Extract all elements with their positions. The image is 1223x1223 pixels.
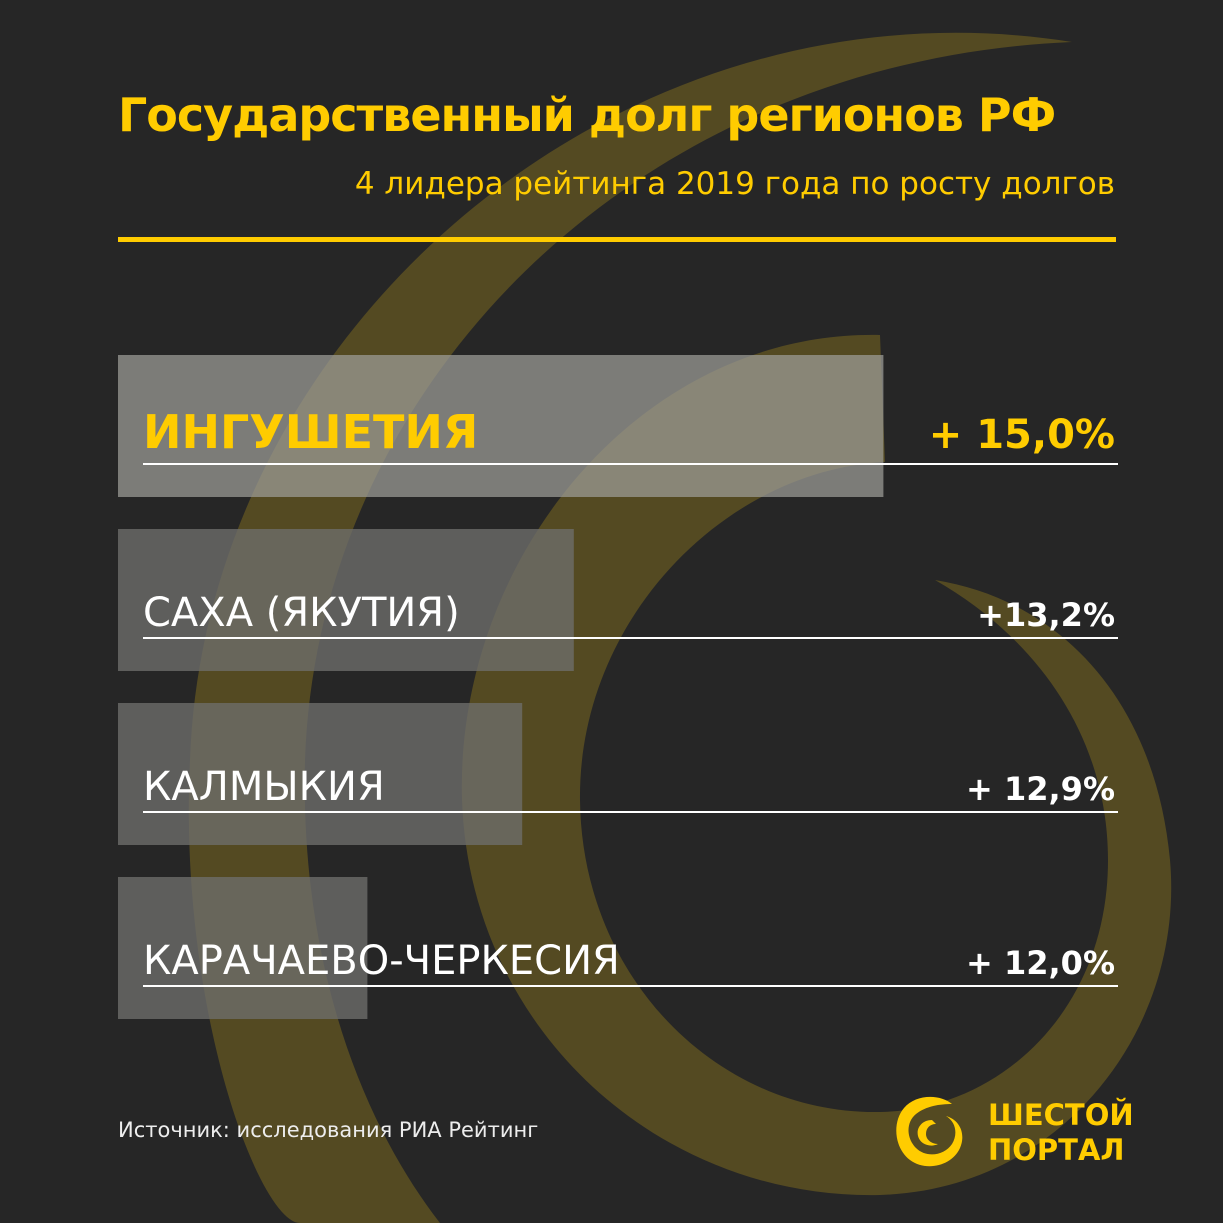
brand-name-line1: ШЕСТОЙ	[988, 1098, 1134, 1132]
value-label: + 12,0%	[966, 944, 1115, 982]
bar	[118, 355, 884, 497]
source-note: Источник: исследования РИА Рейтинг	[118, 1118, 539, 1142]
spiral-logo-icon	[896, 1096, 963, 1167]
brand-logo: ШЕСТОЙ ПОРТАЛ	[988, 1098, 1134, 1168]
page-subtitle: 4 лидера рейтинга 2019 года по росту дол…	[354, 166, 1115, 202]
brand-name-line2: ПОРТАЛ	[988, 1133, 1125, 1167]
value-label: + 15,0%	[929, 412, 1115, 458]
category-label: КАЛМЫКИЯ	[143, 764, 385, 810]
category-label: ИНГУШЕТИЯ	[143, 405, 478, 459]
page-title: Государственный долг регионов РФ	[118, 88, 1056, 142]
bar	[118, 703, 523, 845]
swirl-arc-outer	[188, 32, 1072, 1223]
category-label: САХА (ЯКУТИЯ)	[143, 590, 460, 636]
value-label: +13,2%	[977, 596, 1115, 634]
category-label: КАРАЧАЕВО-ЧЕРКЕСИЯ	[143, 938, 620, 984]
bar	[118, 529, 574, 671]
swirl-arc-inner	[461, 334, 1172, 1196]
value-label: + 12,9%	[966, 770, 1115, 808]
bar	[118, 877, 368, 1019]
title-divider	[118, 237, 1116, 242]
